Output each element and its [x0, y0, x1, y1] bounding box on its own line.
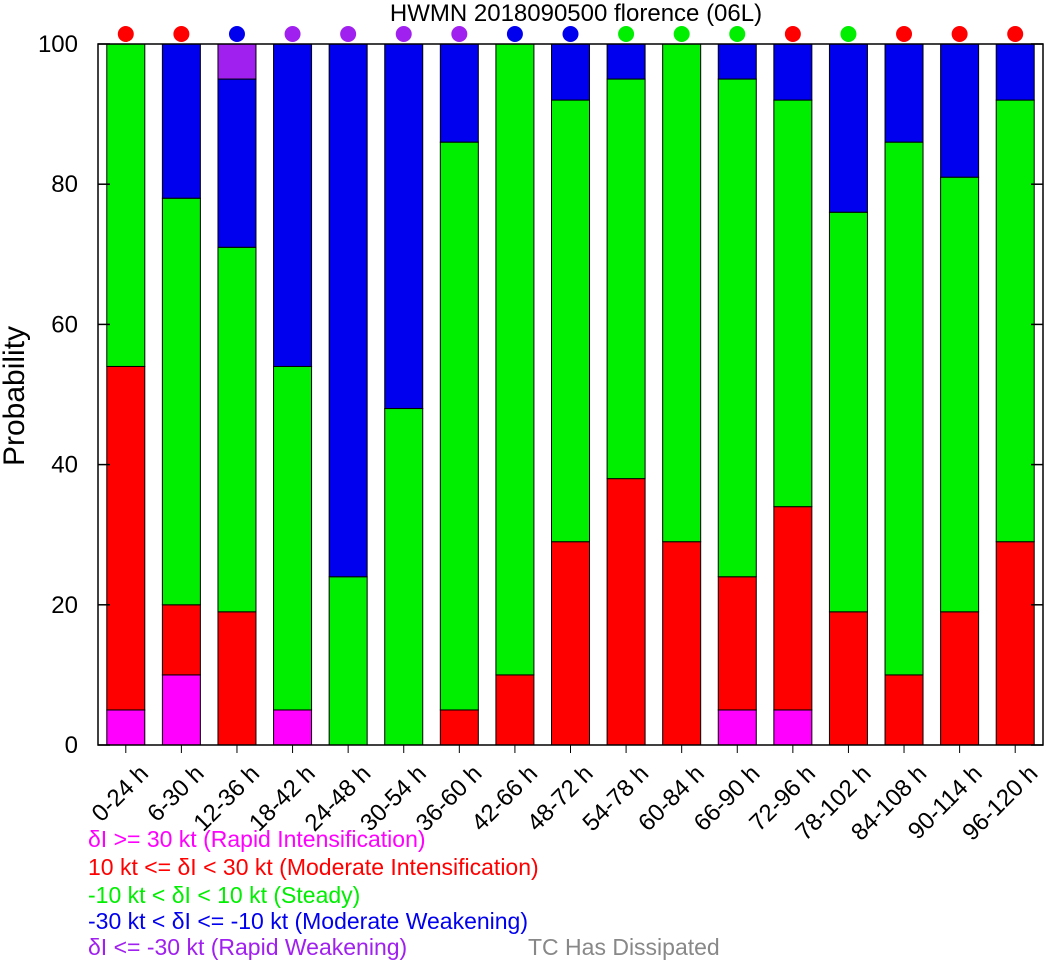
- bar-segment: [384, 408, 424, 746]
- top-dot: [729, 26, 746, 42]
- top-dots-layer: [117, 26, 1024, 42]
- x-tick-label: 0-24 h: [87, 760, 154, 827]
- bar-segment: [717, 43, 757, 80]
- bar-segment: [884, 141, 924, 676]
- legend-item-dissipated: TC Has Dissipated: [528, 934, 720, 960]
- bar-segment: [995, 99, 1035, 543]
- y-tick-label: 100: [38, 31, 78, 58]
- bar-segment: [106, 43, 146, 367]
- bar-segment: [217, 78, 257, 248]
- bar-segment: [773, 99, 813, 508]
- chart-title: HWMN 2018090500 florence (06L): [390, 0, 762, 27]
- bar-segment: [884, 674, 924, 746]
- bar-segment: [717, 78, 757, 578]
- bar-segment: [773, 709, 813, 746]
- bar-segment: [328, 576, 368, 746]
- bar-segment: [161, 604, 201, 676]
- bar-segment: [273, 365, 313, 711]
- bar-segment: [217, 246, 257, 613]
- top-dot: [618, 26, 635, 42]
- y-tick-label: 40: [51, 452, 78, 479]
- top-dot: [395, 26, 412, 42]
- bar-segment: [606, 478, 646, 746]
- bars-layer: [106, 43, 1035, 746]
- legend-item-rapid-intensification: δI >= 30 kt (Rapid Intensification): [88, 826, 426, 852]
- top-dot: [117, 26, 134, 42]
- bar-segment: [273, 709, 313, 746]
- bar-segment: [161, 43, 201, 199]
- top-dot: [840, 26, 857, 42]
- bar-segment: [662, 43, 702, 543]
- bar-segment: [773, 506, 813, 711]
- bar-segment: [328, 43, 368, 578]
- bar-segment: [551, 43, 590, 101]
- bar-segment: [495, 674, 535, 746]
- bar-segment: [217, 611, 257, 746]
- legend-item-moderate-intensification: 10 kt <= δI < 30 kt (Moderate Intensific…: [88, 854, 539, 880]
- top-dot: [340, 26, 357, 42]
- bar-segment: [439, 709, 479, 746]
- y-tick-label: 20: [51, 592, 78, 619]
- legend-item-rapid-weakening: δI <= -30 kt (Rapid Weakening): [88, 934, 408, 960]
- bar-segment: [495, 43, 535, 676]
- top-dot: [673, 26, 690, 42]
- bar-segment: [717, 576, 757, 711]
- bar-segment: [551, 541, 590, 746]
- y-axis-label: Probability: [0, 326, 31, 466]
- top-dot: [1007, 26, 1024, 42]
- bar-segment: [662, 541, 702, 746]
- bar-segment: [940, 43, 980, 178]
- bar-segment: [828, 211, 868, 613]
- bar-segment: [217, 43, 257, 80]
- bar-segment: [995, 43, 1035, 101]
- top-dot: [173, 26, 190, 42]
- bar-segment: [161, 674, 201, 746]
- bar-segment: [384, 43, 424, 410]
- axes-layer: [97, 43, 1044, 753]
- y-tick-labels: 0 20 40 60 80 100: [38, 31, 78, 759]
- bar-segment: [717, 709, 757, 746]
- bar-segment: [884, 43, 924, 143]
- top-dot: [228, 26, 245, 42]
- bar-segment: [940, 176, 980, 613]
- bar-segment: [106, 365, 146, 711]
- bar-segment: [828, 43, 868, 213]
- y-tick-label: 0: [65, 732, 78, 759]
- top-dot: [951, 26, 968, 42]
- top-dot: [451, 26, 468, 42]
- bar-segment: [551, 99, 590, 543]
- bar-segment: [273, 43, 313, 367]
- top-dot: [506, 26, 523, 42]
- bar-segment: [773, 43, 813, 101]
- y-tick-label: 80: [51, 171, 78, 198]
- bar-segment: [106, 709, 146, 746]
- bar-segment: [940, 611, 980, 746]
- top-dot: [896, 26, 913, 42]
- top-dot: [562, 26, 579, 42]
- legend-item-moderate-weakening: -30 kt < δI <= -10 kt (Moderate Weakenin…: [88, 908, 529, 934]
- bar-segment: [606, 43, 646, 80]
- top-dot: [284, 26, 301, 42]
- bar-segment: [995, 541, 1035, 746]
- y-tick-label: 60: [51, 311, 78, 338]
- bar-segment: [439, 43, 479, 143]
- bar-segment: [828, 611, 868, 746]
- legend-item-steady: -10 kt < δI < 10 kt (Steady): [88, 882, 361, 908]
- top-dot: [784, 26, 801, 42]
- bar-segment: [161, 197, 201, 606]
- bar-segment: [606, 78, 646, 480]
- bar-segment: [439, 141, 479, 711]
